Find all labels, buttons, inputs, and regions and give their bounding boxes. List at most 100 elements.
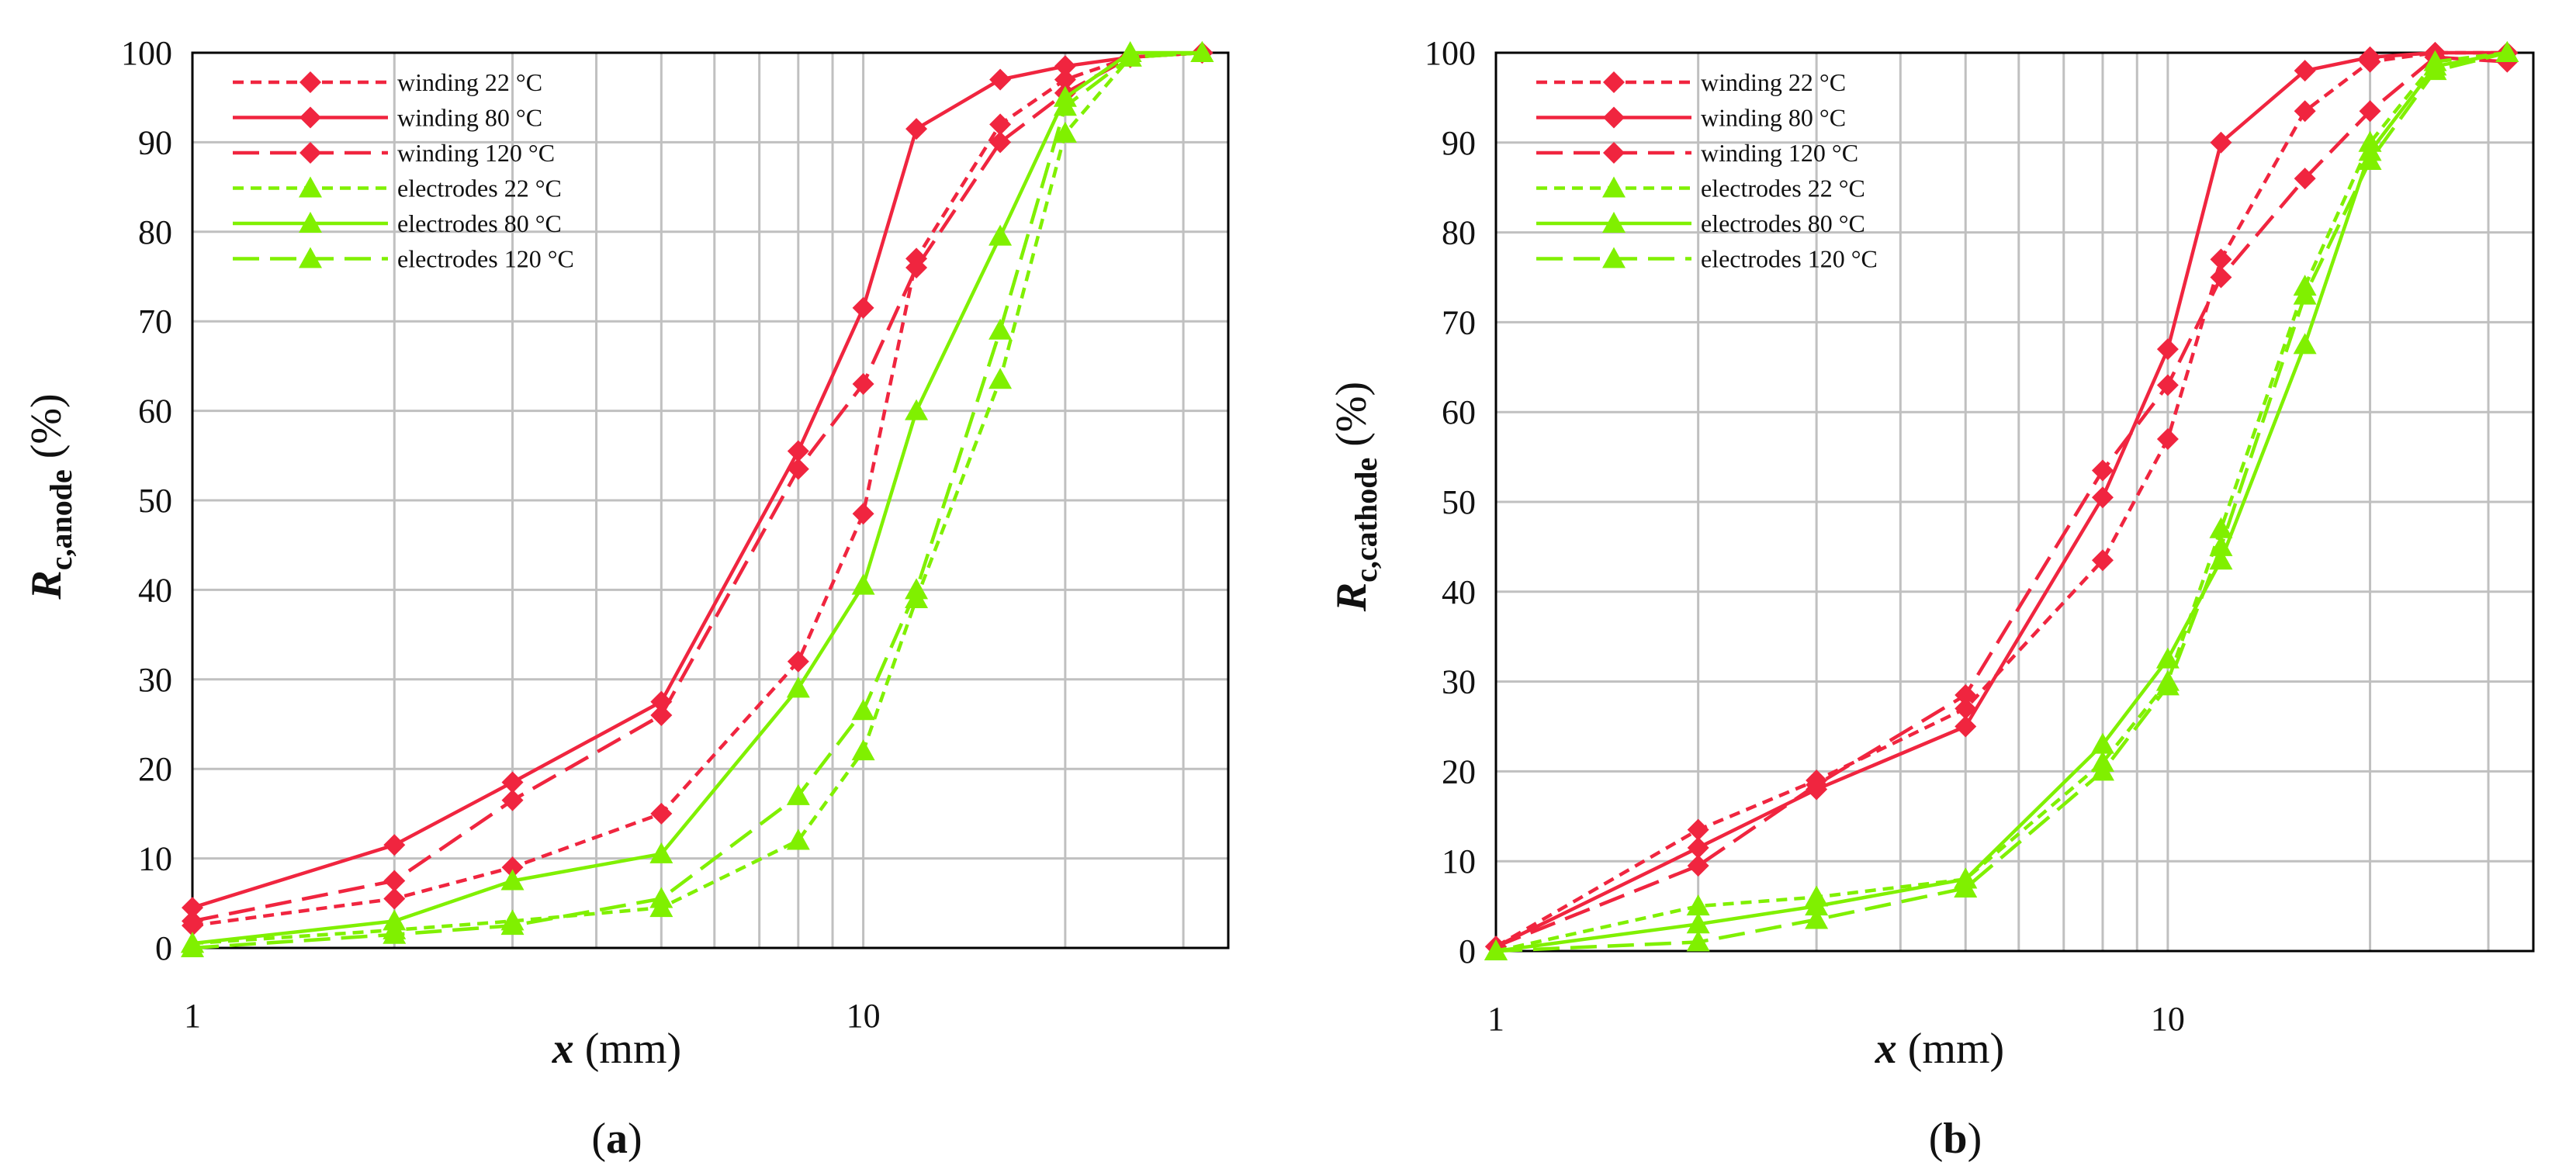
panel-b-data-point [2090,759,2114,781]
panel-a-data-point [989,113,1012,136]
panel-b-data-point [2495,41,2519,62]
panel-b-data-point [1686,894,1710,916]
panel-a-data-point [852,503,874,525]
panel-b-y-tick-label: 70 [1442,303,1476,341]
panel-a-data-point [989,224,1013,246]
panel-a-data-point [650,802,673,825]
panel-a-legend-marker [299,247,322,268]
panel-b-data-point [2210,266,2232,289]
panel-a-legend-marker [299,106,321,129]
panel-b-data-point [2210,248,2232,271]
panel-a-y-tick-label: 90 [138,123,172,161]
panel-b-data-point [1484,939,1508,960]
panel-b-data-point [2156,374,2179,396]
panel-b-legend-label: winding 22 °C [1701,68,1846,96]
panel-b-series-winding-80-c [1485,42,2519,958]
panel-b-data-point [2293,333,2317,355]
panel-b-data-point [2294,168,2316,190]
panel-a-data-point [852,372,874,395]
panel-a-y-tick-label: 0 [155,929,172,967]
panel-a-data-point [383,909,407,931]
panel-b-data-point [1687,818,1709,841]
panel-a-legend-label: winding 80 °C [397,104,542,132]
panel-b-data-point [1805,894,1829,916]
panel-a-data-point [1190,41,1214,62]
panel-b-y-tick-label: 30 [1442,663,1476,701]
panel-b-data-point [2294,60,2316,82]
panel-a-data-point [649,842,673,863]
panel-a-data-point [905,256,928,278]
panel-b-legend: winding 22 °C winding 80 °C winding 120 °C… [1536,68,1878,273]
panel-b-legend-marker [1602,212,1626,233]
panel-b-legend-marker [1602,247,1626,268]
panel-a-legend-marker [299,71,321,93]
panel-a-data-point [787,440,809,462]
panel-a-data-point [182,897,203,919]
panel-b-y-tick-label: 90 [1442,124,1476,162]
panel-b-data-point [1806,773,1828,796]
panel-a-label: (a) [591,1115,642,1163]
panel-a-series-electrodes-22-c [181,41,1214,953]
panel-a-data-point [786,783,810,805]
panel-a-legend-label: winding 120 °C [397,139,555,167]
panel-a-data-point [501,789,524,811]
panel-b-legend-marker [1603,106,1625,129]
panel-a-data-point [1053,95,1077,116]
panel-a-data-point [851,573,875,595]
panel-a-data-point [500,869,525,891]
panel-b-series-electrodes-120-c [1484,41,2519,960]
panel-a-data-point [851,699,875,721]
panel-a-data-point [650,704,673,726]
panel-a-data-point [383,870,406,892]
panel-b-legend-label: electrodes 80 °C [1701,209,1865,237]
panel-a-y-tick-label: 40 [138,571,172,609]
panel-b-data-point [1955,697,1977,720]
panel-b-data-point [2209,517,2233,538]
panel-b-legend-label: electrodes 120 °C [1701,245,1878,273]
panel-b-legend-marker [1603,71,1625,93]
panel-b-data-point [1686,930,1710,952]
panel-a-y-axis-title: Rc,anode (%) [23,393,78,600]
panel-b-plot-area [1484,41,2519,960]
panel-a-legend-marker [299,212,322,233]
panel-a-series-electrodes-120-c [181,41,1214,957]
panel-b-data-point [1686,912,1710,934]
panel-a-legend-label: winding 22 °C [397,68,542,96]
panel-a-series-line [192,50,1203,923]
panel-b-data-point [2091,486,2114,509]
panel-b-y-tick-label: 60 [1442,393,1476,431]
panel-a-series-winding-22-c [182,42,1214,937]
panel-a-plot-frame [191,51,1230,949]
panel-b-data-point [2294,100,2316,123]
panel-b-data-point [1955,683,1977,706]
panel-a-x-axis-title: x (mm) [552,1025,681,1073]
panel-b-data-point [2090,732,2114,754]
panel-a-data-point [852,296,874,319]
panel-a-data-point [501,856,524,879]
panel-b-data-point [2156,427,2179,450]
panel-a-data-point [905,578,929,600]
panel-b-legend-label: electrodes 22 °C [1701,175,1865,202]
panel-b-y-tick-label: 0 [1459,932,1476,970]
panel-a-data-point [1054,68,1076,91]
panel-b-y-tick-label: 10 [1442,842,1476,880]
panel-a-data-point [1054,55,1076,78]
panel-a-y-tick-label: 50 [138,482,172,520]
panel-b-y-tick-label: 100 [1425,34,1476,72]
panel-a-y-tick-label: 100 [121,34,172,72]
panel-b-label: (b) [1929,1115,1982,1163]
panel-a-legend-label: electrodes 22 °C [397,175,562,202]
panel-b-data-point [1805,908,1829,929]
panel-a-legend-label: electrodes 80 °C [397,209,562,237]
panel-a-data-point [905,118,928,140]
panel-b-data-point [2209,548,2233,570]
panel-a-data-point [989,131,1012,154]
panel-a-legend-marker [299,142,321,164]
panel-a-data-point [649,887,673,908]
panel-b-y-tick-label: 80 [1442,214,1476,252]
panel-b-y-tick-label: 50 [1442,483,1476,521]
